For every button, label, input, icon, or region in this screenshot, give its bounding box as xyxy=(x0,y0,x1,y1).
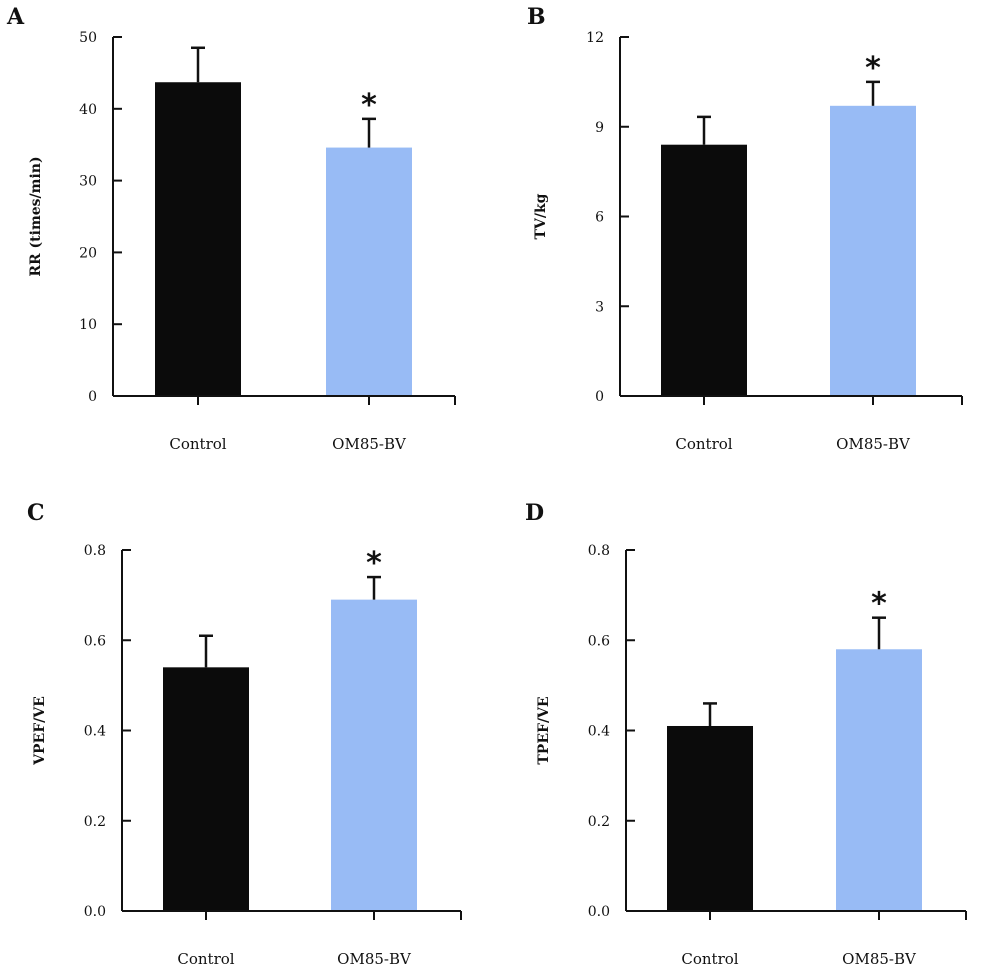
y-axis-title: VPEF/VE xyxy=(32,696,48,766)
category-label: OM85-BV xyxy=(842,950,917,968)
bar-treatment xyxy=(830,105,916,396)
y-tick-label: 50 xyxy=(79,30,97,46)
category-label: OM85-BV xyxy=(337,950,412,968)
y-tick-label: 0.8 xyxy=(588,543,610,559)
y-tick-label: 0.2 xyxy=(84,814,106,830)
panel-a: A RR (times/min) Control * OM85-BV 0 10 20 30 40 5… xyxy=(6,4,456,453)
bar-treatment xyxy=(331,599,417,911)
y-tick-label: 0.2 xyxy=(588,814,610,830)
panel-d: D TPEF/VE Control * OM85-BV 0.0 0.2 0.4 0.6 0.8 xyxy=(525,500,967,968)
y-tick-label: 0 xyxy=(88,389,97,405)
bar-treatment xyxy=(836,649,922,911)
y-tick-label: 20 xyxy=(79,245,97,261)
significance-mark: * xyxy=(865,51,881,86)
y-tick-label: 0.4 xyxy=(84,724,106,740)
panel-letter: D xyxy=(525,500,544,526)
y-axis-title: RR (times/min) xyxy=(28,156,44,276)
category-label: Control xyxy=(177,950,234,968)
significance-mark: * xyxy=(871,587,887,622)
panel-letter: C xyxy=(27,500,45,526)
category-label: Control xyxy=(169,435,226,453)
y-axis-title: TPEF/VE xyxy=(536,696,552,764)
bar-treatment xyxy=(326,147,412,396)
panel-c: C VPEF/VE Control * OM85-BV 0.0 0.2 0.4 0.6 0.8 xyxy=(27,500,462,968)
y-tick-label: 0.6 xyxy=(588,633,610,649)
y-tick-label: 40 xyxy=(79,102,97,118)
significance-mark: * xyxy=(366,546,382,581)
y-tick-label: 30 xyxy=(79,174,97,190)
bar-control xyxy=(155,82,241,396)
panel-letter: A xyxy=(6,4,25,30)
y-tick-label: 0.8 xyxy=(84,543,106,559)
y-tick-label: 12 xyxy=(586,30,604,46)
y-tick-label: 0.0 xyxy=(84,904,106,920)
panel-b: B TV/kg Control * OM85-BV 0 3 6 9 12 xyxy=(527,4,963,453)
bar-control xyxy=(667,725,753,911)
category-label: OM85-BV xyxy=(332,435,407,453)
bar-control xyxy=(661,144,747,396)
significance-mark: * xyxy=(361,88,377,123)
panel-letter: B xyxy=(527,4,546,30)
y-axis-title: TV/kg xyxy=(533,193,549,239)
category-label: OM85-BV xyxy=(836,435,911,453)
category-label: Control xyxy=(675,435,732,453)
y-tick-label: 0.4 xyxy=(588,724,610,740)
y-tick-label: 0.6 xyxy=(84,633,106,649)
y-tick-label: 6 xyxy=(595,210,604,226)
y-tick-label: 0.0 xyxy=(588,904,610,920)
y-tick-label: 9 xyxy=(595,120,604,136)
category-label: Control xyxy=(681,950,738,968)
y-tick-label: 0 xyxy=(595,389,604,405)
y-tick-label: 10 xyxy=(79,317,97,333)
y-tick-label: 3 xyxy=(595,299,604,315)
bar-control xyxy=(163,667,249,911)
